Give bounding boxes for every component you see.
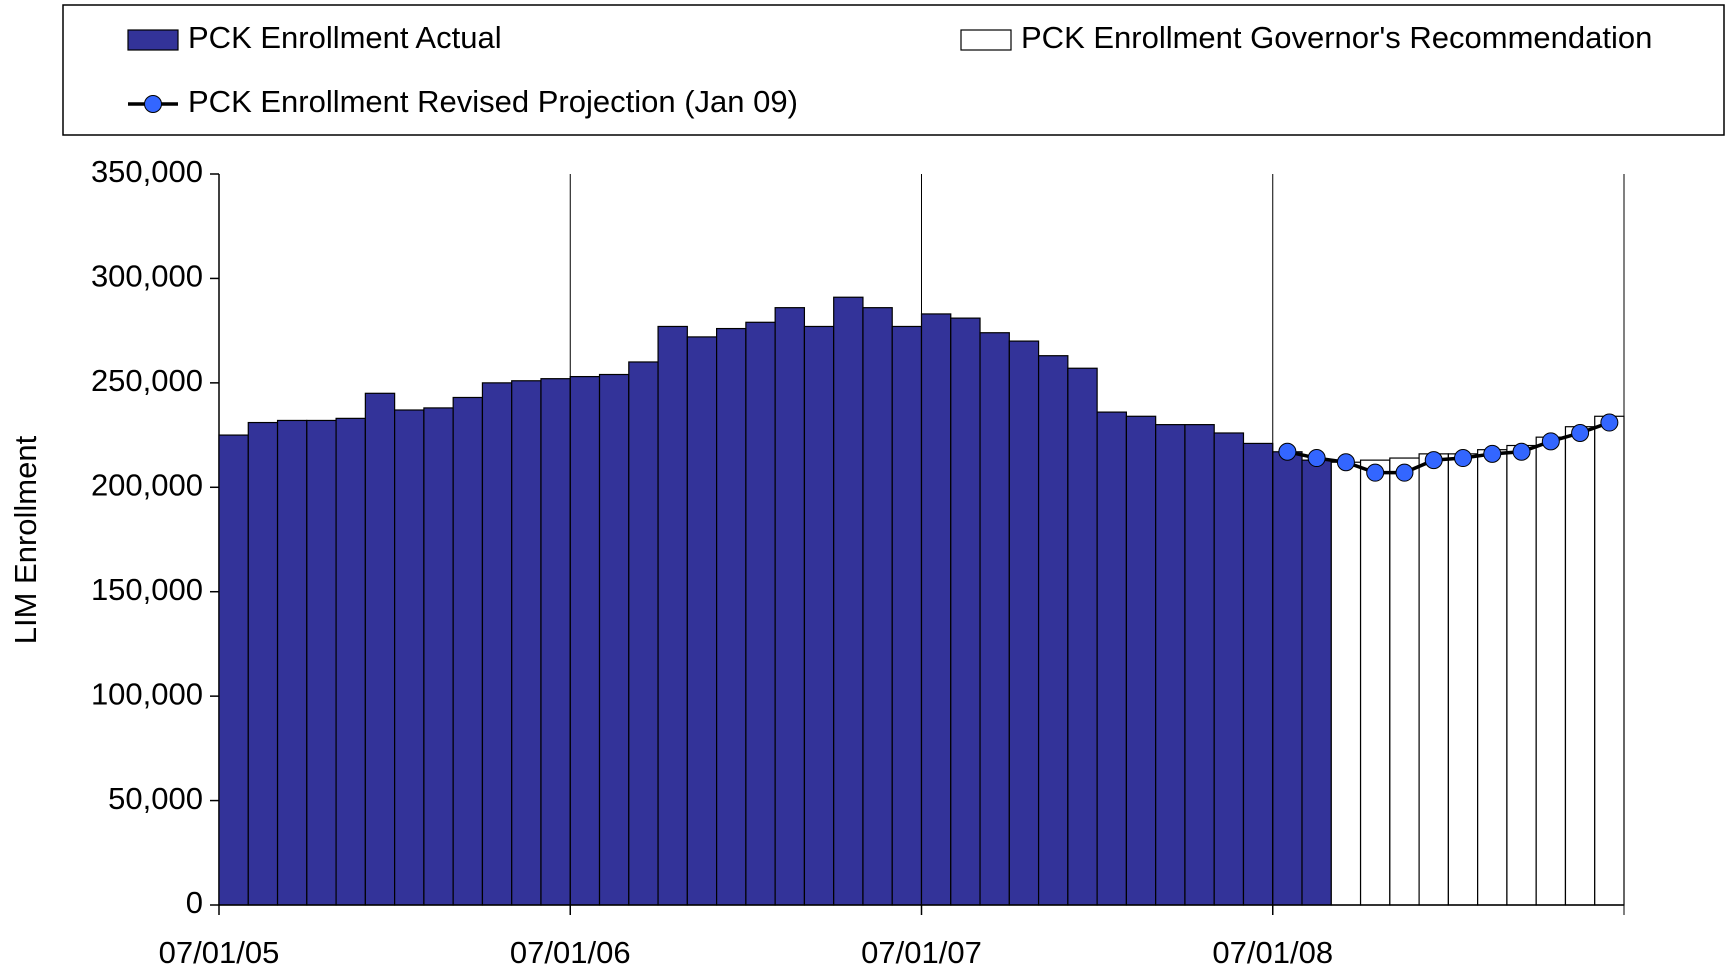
bar	[1125, 415, 1157, 906]
x-tick-label: 07/01/07	[861, 935, 982, 970]
bar	[891, 325, 923, 906]
bar	[1184, 424, 1215, 906]
bar	[1477, 449, 1508, 906]
x-tick-label: 07/01/06	[510, 935, 631, 970]
bar	[540, 378, 571, 906]
bar	[803, 325, 835, 906]
bar	[1418, 453, 1449, 906]
bar	[745, 321, 776, 906]
bar	[1155, 424, 1186, 906]
y-tick-label: 250,000	[91, 363, 203, 398]
bar	[657, 325, 688, 906]
bar	[1506, 444, 1537, 906]
y-tick-label: 150,000	[91, 572, 203, 607]
bar	[1213, 432, 1245, 906]
bar	[1359, 459, 1391, 906]
marker	[1307, 449, 1326, 468]
legend-label: PCK Enrollment Actual	[188, 20, 502, 55]
bar	[276, 419, 308, 906]
y-axis-label: LIM Enrollment	[8, 435, 43, 644]
legend-label: PCK Enrollment Revised Projection (Jan 0…	[188, 84, 798, 119]
legend-label: PCK Enrollment Governor's Recommendation	[1021, 20, 1652, 55]
bar	[920, 313, 952, 906]
legend-swatch	[960, 29, 1012, 51]
bar	[481, 382, 513, 906]
bar	[364, 392, 396, 906]
legend-swatch	[144, 95, 162, 113]
y-tick-label: 0	[186, 885, 203, 920]
x-tick-label: 07/01/08	[1212, 935, 1333, 970]
bar	[1037, 355, 1069, 906]
y-tick-label: 50,000	[108, 781, 203, 816]
bar	[1301, 459, 1332, 906]
marker	[1336, 453, 1355, 472]
marker	[1454, 449, 1473, 468]
bar	[1330, 461, 1362, 906]
bar	[1096, 411, 1127, 906]
marker	[1366, 463, 1385, 482]
bar	[1272, 451, 1303, 906]
marker	[1512, 442, 1531, 461]
bar	[1067, 367, 1098, 906]
bar	[306, 419, 337, 906]
bar	[1389, 457, 1420, 906]
bar	[423, 407, 454, 906]
marker	[1541, 432, 1560, 451]
bar	[247, 421, 279, 906]
y-tick-label: 350,000	[91, 154, 203, 189]
marker	[1600, 413, 1619, 432]
bar	[1447, 453, 1479, 906]
marker	[1571, 423, 1590, 442]
y-tick-label: 300,000	[91, 259, 203, 294]
bar	[686, 336, 718, 906]
marker	[1395, 463, 1414, 482]
legend-box	[62, 4, 1725, 136]
marker	[1278, 442, 1297, 461]
legend-swatch	[127, 29, 179, 51]
x-tick-label: 07/01/05	[159, 935, 280, 970]
bar	[1008, 340, 1040, 906]
marker	[1424, 451, 1443, 470]
y-tick-label: 100,000	[91, 676, 203, 711]
bar	[950, 317, 981, 906]
marker	[1483, 444, 1502, 463]
bar	[598, 373, 630, 906]
bar	[394, 409, 425, 906]
bar	[1564, 426, 1596, 906]
bar	[218, 434, 249, 906]
bar	[862, 307, 893, 906]
bar	[335, 417, 366, 906]
bar	[452, 396, 484, 906]
bar	[511, 380, 542, 906]
bar	[774, 307, 806, 906]
bar	[569, 375, 601, 906]
bar	[1535, 436, 1567, 906]
bar	[716, 327, 747, 906]
y-tick-label: 200,000	[91, 467, 203, 502]
bar	[628, 361, 659, 906]
bar	[979, 332, 1010, 906]
bar	[1594, 415, 1625, 906]
bar	[833, 296, 864, 906]
bar	[1242, 442, 1274, 906]
